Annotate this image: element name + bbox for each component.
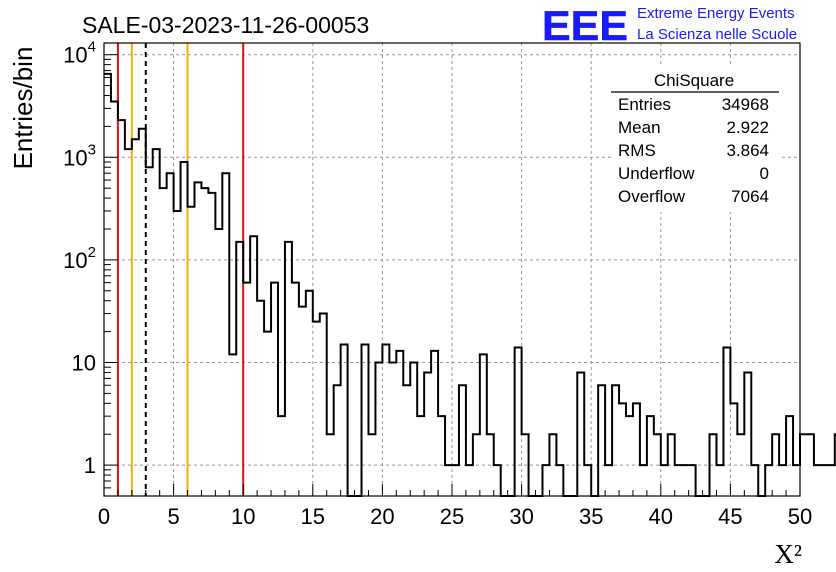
stats-label: Mean [618, 118, 661, 137]
x-tick-label: 35 [579, 504, 603, 529]
threshold-lines [116, 43, 245, 496]
x-tick-label: 10 [231, 504, 255, 529]
stats-value: 34968 [722, 95, 769, 114]
y-tick-label: 1 [84, 453, 96, 478]
y-tick-base: 10 [63, 248, 87, 273]
y-tick-base: 10 [63, 43, 87, 68]
x-axis-label: X² [774, 539, 802, 569]
stats-title: ChiSquare [654, 71, 734, 90]
stats-label: RMS [618, 141, 656, 160]
y-tick-base: 1 [84, 453, 96, 478]
y-tick-base: 10 [63, 145, 87, 170]
x-tick-label: 50 [788, 504, 812, 529]
y-tick-label: 104 [63, 39, 96, 68]
y-tick-label: 103 [63, 141, 96, 170]
y-tick-exponent: 2 [88, 244, 96, 261]
x-tick-label: 15 [301, 504, 325, 529]
stats-label: Overflow [618, 187, 686, 206]
stats-label: Entries [618, 95, 671, 114]
x-axis: 0 5 10 15 20 25 30 35 40 45 50 [98, 484, 812, 529]
stats-value: 3.864 [726, 141, 769, 160]
y-tick-base: 10 [72, 351, 96, 376]
chart-title: SALE-03-2023-11-26-00053 [82, 12, 369, 38]
x-tick-label: 45 [718, 504, 742, 529]
x-tick-label: 40 [649, 504, 673, 529]
stats-value: 2.922 [726, 118, 769, 137]
eee-logo-line2: La Scienza nelle Scuole [637, 26, 797, 43]
y-tick-exponent: 3 [88, 141, 96, 158]
stats-box: ChiSquare Entries 34968 Mean 2.922 RMS 3.864 U… [611, 64, 779, 212]
x-tick-label: 20 [370, 504, 394, 529]
x-tick-label: 30 [509, 504, 533, 529]
y-tick-exponent: 4 [88, 39, 96, 56]
y-tick-label: 10 [72, 351, 96, 376]
x-tick-label: 5 [167, 504, 179, 529]
stats-label: Underflow [618, 164, 695, 183]
eee-logo-mark: EEE [542, 2, 628, 49]
stats-value: 7064 [731, 187, 769, 206]
y-axis-label: Entries/bin [8, 47, 38, 170]
y-tick-label: 102 [63, 244, 96, 273]
x-tick-label: 0 [98, 504, 110, 529]
stats-box-frame [611, 64, 779, 212]
stats-value: 0 [760, 164, 769, 183]
x-tick-label: 25 [440, 504, 464, 529]
eee-logo-line1: Extreme Energy Events [637, 5, 795, 22]
eee-logo: EEE Extreme Energy Events La Scienza nel… [542, 2, 797, 50]
